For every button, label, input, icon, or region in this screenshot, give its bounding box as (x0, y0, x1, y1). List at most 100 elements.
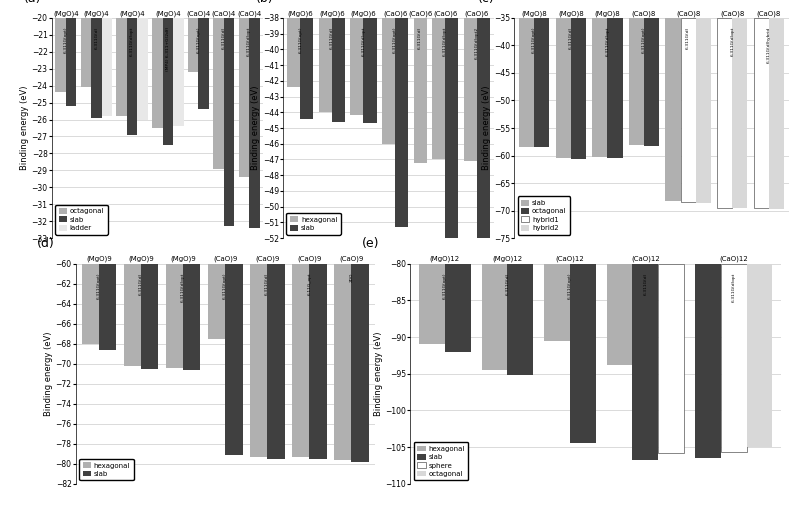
Text: 6-311G(d)opt: 6-311G(d)opt (732, 272, 736, 302)
Text: 6-311G(d)opt: 6-311G(d)opt (730, 27, 734, 56)
Bar (249, 264, 267, 457)
Bar (607, 18, 622, 158)
Text: 6-311G(opt): 6-311G(opt) (97, 272, 101, 299)
Text: 6-311G(opt): 6-311G(opt) (223, 272, 227, 299)
Bar (55, 18, 66, 93)
Bar (332, 18, 345, 122)
Bar (351, 18, 363, 115)
Bar (644, 18, 659, 145)
Bar (334, 264, 351, 460)
Bar (267, 264, 285, 459)
Bar (80, 18, 91, 88)
Bar (607, 264, 632, 365)
Bar (99, 264, 116, 350)
Text: 6-311G(d): 6-311G(d) (569, 27, 573, 49)
Legend: hexagonal, slab: hexagonal, slab (79, 459, 134, 480)
Bar (292, 264, 309, 457)
Bar (632, 264, 658, 460)
Bar (696, 18, 711, 203)
Bar (382, 18, 395, 144)
Bar (534, 18, 549, 147)
Text: 6-311G(d)hybrid: 6-311G(d)hybrid (767, 27, 771, 63)
Bar (395, 18, 408, 227)
Bar (432, 18, 446, 159)
Text: 6-311G(d)opt2: 6-311G(d)opt2 (475, 27, 479, 59)
Bar (695, 264, 720, 458)
Bar (116, 18, 127, 116)
Bar (166, 264, 183, 368)
Text: (e): (e) (363, 237, 380, 250)
Bar (464, 18, 477, 161)
Bar (351, 264, 369, 462)
Bar (101, 18, 112, 116)
Text: 6-311G(d): 6-311G(d) (418, 27, 422, 49)
Text: 6-311G(d)opt: 6-311G(d)opt (362, 27, 366, 56)
Bar (66, 18, 77, 106)
Text: 6-311G(d): 6-311G(d) (265, 272, 269, 295)
Text: (b): (b) (256, 0, 273, 5)
Text: 6-311G(d)opt: 6-311G(d)opt (443, 27, 447, 56)
Bar (717, 18, 732, 208)
Bar (769, 18, 784, 209)
Bar (183, 264, 201, 370)
Text: 6-311G(d): 6-311G(d) (94, 27, 98, 49)
Y-axis label: Binding energy (eV): Binding energy (eV) (44, 331, 53, 416)
Bar (754, 18, 769, 208)
Legend: octagonal, slab, ladder: octagonal, slab, ladder (55, 205, 108, 234)
Text: 6-311G(d): 6-311G(d) (330, 27, 334, 49)
Text: (d): (d) (37, 237, 55, 250)
Bar (414, 18, 426, 163)
Bar (544, 264, 570, 341)
Bar (188, 18, 198, 72)
Text: 6-311G(opt): 6-311G(opt) (393, 27, 397, 53)
Text: 6-311G(opt): 6-311G(opt) (196, 27, 200, 53)
Text: 6-11G_opt: 6-11G_opt (308, 272, 312, 295)
Bar (152, 18, 163, 128)
Bar (445, 264, 471, 352)
Bar (238, 18, 249, 177)
Text: 6-311G(d)opt: 6-311G(d)opt (247, 27, 251, 56)
Bar (137, 18, 147, 119)
Text: 6-311G(opt): 6-311G(opt) (568, 272, 572, 299)
Bar (173, 18, 183, 126)
Text: 6-311G(opt): 6-311G(opt) (443, 272, 447, 299)
Bar (226, 264, 242, 455)
Text: (a): (a) (25, 0, 42, 5)
Bar (665, 18, 681, 201)
Bar (481, 264, 508, 370)
Bar (629, 18, 644, 145)
Text: 6-311G(d)opt: 6-311G(d)opt (606, 27, 610, 56)
Bar (720, 264, 747, 452)
Bar (124, 264, 141, 366)
Text: 6-311G(d)opt: 6-311G(d)opt (130, 27, 134, 56)
Text: 6-311G(opt): 6-311G(opt) (298, 27, 302, 53)
Bar (127, 18, 137, 135)
Legend: hexagonal, slab, sphere, octagonal: hexagonal, slab, sphere, octagonal (414, 442, 469, 480)
Legend: slab, octagonal, hybrid1, hybrid2: slab, octagonal, hybrid1, hybrid2 (517, 196, 570, 234)
Bar (81, 264, 99, 344)
Bar (571, 18, 586, 159)
Text: 6-311G(opt): 6-311G(opt) (64, 27, 68, 53)
Bar (477, 18, 490, 512)
Text: 6-311G(d): 6-311G(d) (139, 272, 143, 295)
Bar (592, 18, 607, 157)
Bar (519, 18, 534, 147)
Bar (91, 18, 101, 118)
Bar (208, 264, 225, 339)
Legend: hexagonal, slab: hexagonal, slab (286, 213, 341, 234)
Bar (363, 18, 376, 123)
Bar (141, 264, 159, 369)
Y-axis label: Binding energy (eV): Binding energy (eV) (251, 86, 260, 170)
Bar (224, 18, 234, 226)
Bar (198, 18, 209, 110)
Text: 6-311G(d)opt: 6-311G(d)opt (181, 272, 185, 302)
Bar (319, 18, 332, 112)
Bar (300, 18, 313, 119)
Text: 6-311G(d): 6-311G(d) (222, 27, 226, 49)
Bar (681, 18, 696, 202)
Bar (732, 18, 748, 208)
Text: 6-311G(d): 6-311G(d) (686, 27, 690, 49)
Bar (446, 18, 458, 512)
Bar (570, 264, 596, 443)
Bar (747, 264, 772, 447)
